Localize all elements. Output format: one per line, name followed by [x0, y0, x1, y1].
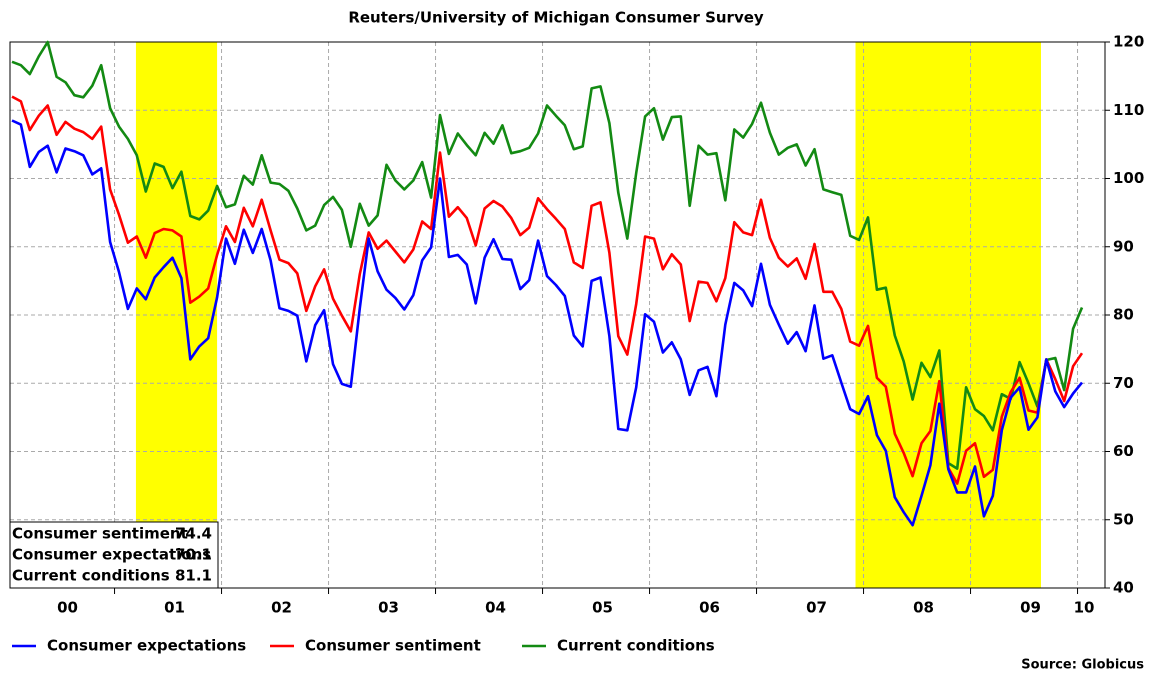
series-line — [11, 95, 1084, 485]
summary-label: Current conditions — [12, 567, 170, 585]
y-tick-label: 40 — [1113, 579, 1134, 597]
summary-box — [9, 521, 219, 589]
x-tick-label: 06 — [699, 599, 720, 617]
recession-shading — [135, 42, 218, 588]
chart-title: Reuters/University of Michigan Consumer … — [348, 9, 764, 27]
x-tick-label: 04 — [485, 599, 506, 617]
y-tick-label: 80 — [1113, 306, 1134, 324]
summary-value: 81.1 — [175, 567, 212, 585]
y-tick-label: 100 — [1113, 169, 1144, 187]
summary-label: Consumer expectations — [12, 546, 211, 564]
y-tick-label: 70 — [1113, 374, 1134, 392]
x-tick-label: 01 — [164, 599, 185, 617]
legend-label: Consumer expectations — [47, 637, 246, 655]
series-line — [11, 40, 1084, 470]
series-line — [11, 119, 1084, 527]
summary-label: Consumer sentiment — [12, 525, 188, 543]
x-tick-label: 05 — [592, 599, 613, 617]
x-tick-label: 02 — [271, 599, 292, 617]
legend-label: Consumer sentiment — [305, 637, 481, 655]
plot-frame — [9, 41, 1106, 589]
y-tick-label: 90 — [1113, 237, 1134, 255]
x-tick-label: 08 — [913, 599, 934, 617]
legend-label: Current conditions — [557, 637, 715, 655]
source-note: Source: Globicus — [1021, 658, 1144, 673]
y-tick-label: 120 — [1113, 33, 1144, 51]
x-tick-label: 07 — [806, 599, 827, 617]
y-tick-label: 60 — [1113, 442, 1134, 460]
y-tick-label: 110 — [1113, 101, 1144, 119]
x-tick-label: 00 — [57, 599, 78, 617]
summary-value: 74.4 — [175, 525, 212, 543]
y-tick-label: 50 — [1113, 510, 1134, 528]
x-tick-label: 10 — [1074, 599, 1095, 617]
x-tick-label: 09 — [1020, 599, 1041, 617]
summary-value: 70.1 — [175, 546, 212, 564]
x-tick-label: 03 — [378, 599, 399, 617]
